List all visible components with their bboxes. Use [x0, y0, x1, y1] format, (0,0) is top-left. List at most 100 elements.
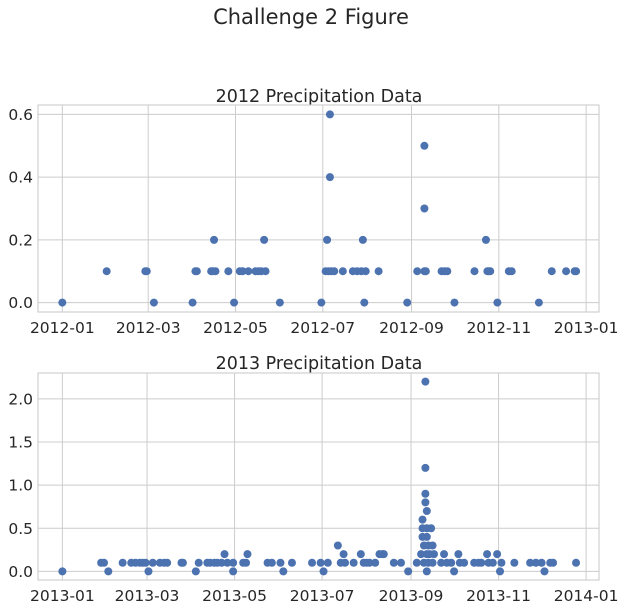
data-point: [349, 558, 358, 567]
data-point: [308, 558, 317, 567]
data-point: [470, 267, 479, 276]
x-tick-label: 2013-11: [466, 587, 531, 605]
data-point: [191, 567, 200, 576]
panel-2013-frame: [37, 372, 600, 581]
data-point: [421, 463, 430, 472]
data-point: [379, 550, 388, 559]
data-point: [365, 558, 374, 567]
data-point: [142, 267, 151, 276]
data-point: [443, 267, 452, 276]
data-point: [325, 110, 334, 119]
data-point: [194, 558, 203, 567]
data-point: [421, 498, 430, 507]
data-point: [188, 298, 197, 307]
data-point: [118, 558, 127, 567]
data-point: [371, 558, 380, 567]
data-point: [323, 235, 332, 244]
x-tick-label: 2012-01: [30, 319, 95, 337]
data-point: [102, 267, 111, 276]
data-point: [420, 204, 429, 213]
data-point: [361, 267, 370, 276]
data-point: [267, 558, 276, 567]
panel-2013-points: [58, 377, 581, 576]
data-point: [356, 550, 365, 559]
data-point: [404, 567, 413, 576]
data-point: [275, 298, 284, 307]
x-tick-label: 2013-09: [379, 587, 444, 605]
y-tick-label: 1.0: [8, 477, 33, 495]
data-point: [397, 558, 405, 567]
data-point: [428, 541, 437, 550]
data-point: [374, 267, 383, 276]
figure-suptitle: Challenge 2 Figure: [213, 5, 409, 29]
panel-2013: 2013 Precipitation Data 2013-01 2013-03 20…: [8, 354, 618, 605]
panel-2012: 2012 Precipitation Data 2012-01 2012-03 20…: [8, 87, 618, 337]
data-point: [526, 558, 535, 567]
data-point: [421, 267, 430, 276]
data-point: [333, 541, 342, 550]
data-point: [572, 267, 581, 276]
data-point: [454, 550, 463, 559]
x-tick-label: 2013-03: [115, 587, 180, 605]
x-tick-label: 2012-09: [379, 319, 444, 337]
data-point: [497, 558, 506, 567]
data-point: [261, 267, 270, 276]
data-point: [330, 267, 339, 276]
data-point: [430, 550, 438, 559]
data-point: [276, 558, 285, 567]
data-point: [537, 558, 546, 567]
panel-2012-frame: [37, 104, 600, 313]
y-tick-label: 0.4: [8, 169, 33, 187]
data-point: [481, 235, 490, 244]
panel-2012-gridlines: [38, 105, 599, 312]
data-point: [223, 558, 232, 567]
data-point: [450, 567, 459, 576]
data-point: [493, 298, 502, 307]
data-point: [421, 489, 430, 498]
data-point: [148, 558, 157, 567]
data-point: [316, 558, 325, 567]
data-point: [323, 558, 332, 567]
x-tick-label: 2013-01: [30, 587, 95, 605]
data-point: [418, 515, 427, 524]
panel-2013-title: 2013 Precipitation Data: [216, 354, 423, 374]
y-tick-label: 0.6: [8, 106, 33, 124]
data-point: [421, 377, 430, 386]
panel-2012-title: 2012 Precipitation Data: [216, 87, 423, 107]
data-point: [224, 267, 233, 276]
data-point: [178, 558, 187, 567]
data-point: [413, 267, 422, 276]
data-point: [420, 141, 429, 150]
data-point: [279, 567, 288, 576]
data-point: [403, 298, 412, 307]
data-point: [229, 558, 238, 567]
data-point: [540, 567, 549, 576]
data-point: [450, 298, 459, 307]
y-tick-label: 0.0: [8, 563, 33, 581]
y-tick-label: 0.5: [8, 520, 33, 538]
x-tick-label: 2012-05: [203, 319, 268, 337]
data-point: [460, 558, 469, 567]
data-point: [100, 558, 108, 567]
data-point: [428, 558, 437, 567]
data-point: [339, 550, 348, 559]
data-point: [447, 558, 456, 567]
data-point: [244, 267, 253, 276]
data-point: [220, 550, 229, 559]
panel-2012-tick-labels: 2012-01 2012-03 2012-05 2012-07 2012-09 2012-…: [8, 106, 618, 337]
data-point: [422, 532, 431, 541]
panel-2012-points: [58, 110, 581, 307]
x-tick-label: 2012-11: [466, 319, 531, 337]
data-point: [238, 267, 247, 276]
data-point: [488, 558, 497, 567]
data-point: [319, 567, 328, 576]
data-point: [341, 558, 350, 567]
data-point: [389, 558, 398, 567]
panel-2013-tick-labels: 2013-01 2013-03 2013-05 2013-07 2013-09 2013-…: [8, 390, 618, 605]
data-point: [496, 567, 504, 576]
x-tick-label: 2013-05: [202, 587, 267, 605]
data-point: [534, 298, 543, 307]
data-point: [58, 298, 67, 307]
data-point: [427, 524, 436, 533]
data-point: [483, 550, 492, 559]
